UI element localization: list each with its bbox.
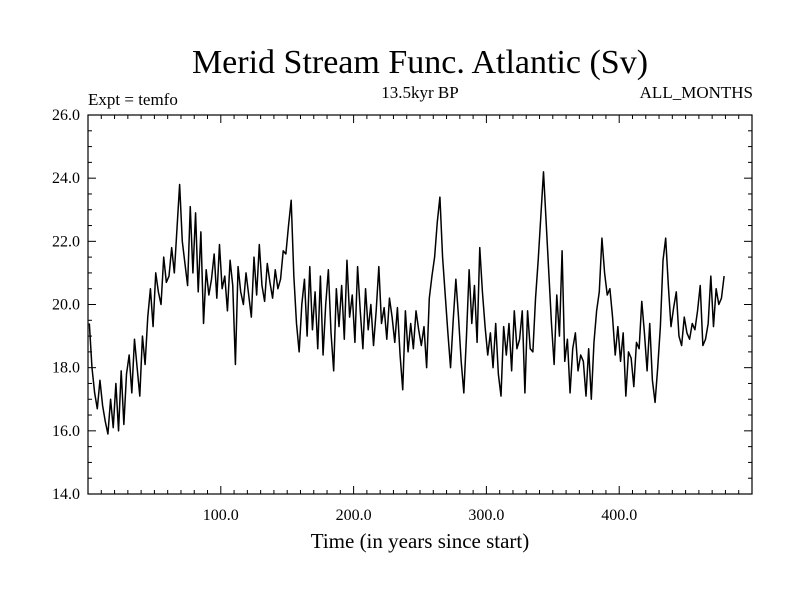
period-label: 13.5kyr BP: [381, 83, 458, 102]
y-tick-label: 20.0: [52, 297, 80, 314]
y-tick-label: 24.0: [52, 170, 80, 187]
y-tick-label: 14.0: [52, 486, 80, 503]
y-tick-label: 26.0: [52, 107, 80, 124]
x-tick-label: 100.0: [203, 507, 239, 524]
plot-frame: [88, 115, 752, 494]
series-line: [89, 172, 724, 434]
chart-title: Merid Stream Func. Atlantic (Sv): [192, 44, 648, 81]
series-layer: [89, 172, 724, 434]
x-axis-label: Time (in years since start): [311, 529, 530, 553]
x-tick-label: 300.0: [468, 507, 504, 524]
x-tick-label: 400.0: [601, 507, 637, 524]
y-tick-label: 22.0: [52, 233, 80, 250]
line-chart: Merid Stream Func. Atlantic (Sv) Expt = …: [0, 0, 800, 600]
axis-ticks: [88, 115, 752, 494]
y-tick-label: 18.0: [52, 360, 80, 377]
months-label: ALL_MONTHS: [640, 83, 753, 102]
experiment-label: Expt = temfo: [88, 90, 178, 109]
x-tick-label: 200.0: [336, 507, 372, 524]
y-tick-label: 16.0: [52, 423, 80, 440]
